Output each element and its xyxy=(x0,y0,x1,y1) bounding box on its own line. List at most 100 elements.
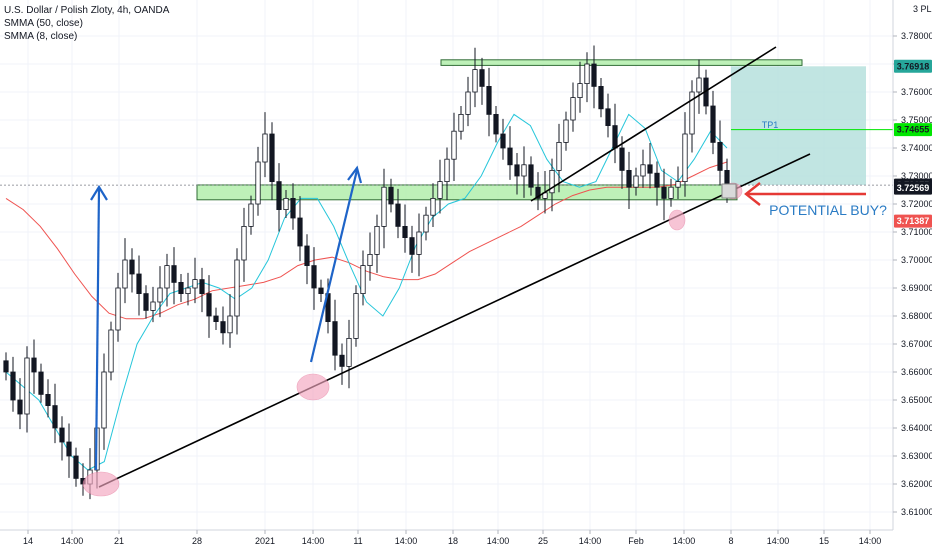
candle-body xyxy=(549,169,555,194)
candle-body xyxy=(500,133,506,149)
price-tag xyxy=(894,59,932,73)
candle-body xyxy=(38,371,44,395)
time-tick-label: 14:00 xyxy=(673,536,696,546)
candle-body xyxy=(171,265,177,283)
candle-body xyxy=(276,181,282,211)
indicator-smma50-label[interactable]: SMMA (50, close) xyxy=(4,18,83,29)
moving-averages xyxy=(5,113,728,471)
price-tick-label: 3.66000 xyxy=(901,367,932,377)
price-tick-label: 3.75000 xyxy=(901,115,932,125)
candle-body xyxy=(367,253,373,266)
time-tick-label: 11 xyxy=(353,536,362,546)
target-zone xyxy=(731,66,866,185)
candle-body xyxy=(591,63,597,87)
candle-body xyxy=(458,114,464,132)
candle-body xyxy=(10,371,16,401)
price-tick-label: 3.70000 xyxy=(901,255,932,265)
candle-body xyxy=(59,427,65,443)
candle-body xyxy=(430,197,436,216)
legend: U.S. Dollar / Polish Zloty, 4h, OANDA SM… xyxy=(4,4,169,43)
candle-body xyxy=(689,91,695,135)
candle-body xyxy=(605,108,611,127)
candle-body xyxy=(157,287,163,303)
candle-body xyxy=(178,281,184,294)
candle-body xyxy=(234,259,240,317)
candle-body xyxy=(647,164,653,174)
candle-body xyxy=(136,273,142,295)
highlight-ellipse xyxy=(82,471,120,497)
time-tick-label: 21 xyxy=(114,536,124,546)
time-tick-label: 14:00 xyxy=(767,536,790,546)
candle-body xyxy=(269,133,275,182)
candle-body xyxy=(199,279,205,295)
price-tick-label: 3.67000 xyxy=(901,339,932,349)
candle-body xyxy=(675,181,681,188)
candle-body xyxy=(507,147,513,166)
candle-body xyxy=(444,158,450,182)
symbol-title[interactable]: U.S. Dollar / Polish Zloty, 4h, OANDA xyxy=(4,5,170,16)
potential-buy-label: POTENTIAL BUY? xyxy=(769,202,887,218)
price-tick-label: 3.69000 xyxy=(901,283,932,293)
candle-body xyxy=(66,441,72,457)
price-tick-label: 3.61000 xyxy=(901,507,932,517)
candle-body xyxy=(598,86,604,110)
overlay-text: TP1 POTENTIAL BUY? xyxy=(762,120,887,218)
candle-body xyxy=(465,91,471,115)
candle-body xyxy=(388,186,394,205)
time-tick-label: Feb xyxy=(628,536,644,546)
tp1-label: TP1 xyxy=(762,120,779,130)
price-axis[interactable]: 3.780003.770003.760003.750003.740003.730… xyxy=(892,0,932,530)
candle-body xyxy=(409,237,415,255)
candle-body xyxy=(297,217,303,247)
candle-body xyxy=(255,161,261,205)
smma8-line xyxy=(5,113,728,471)
entry-marker xyxy=(721,183,737,199)
indicator-smma8-label[interactable]: SMMA (8, close) xyxy=(4,31,78,42)
impulse-arrow-2-head xyxy=(347,165,363,184)
candle-body xyxy=(570,97,576,121)
candle-body xyxy=(304,245,310,267)
time-axis[interactable]: 14 14:00 21 28 2021 14:00 11 14:00 18 14:00 25 14:0… xyxy=(0,529,893,546)
time-tick-label: 2021 xyxy=(255,536,275,546)
candle-body xyxy=(192,279,198,289)
candle-body xyxy=(283,197,289,210)
highlight-ellipse xyxy=(296,373,330,401)
candle-body xyxy=(213,315,219,322)
price-tag xyxy=(894,181,932,195)
time-tick-label: 14:00 xyxy=(487,536,510,546)
price-tick-label: 3.64000 xyxy=(901,423,932,433)
candle-body xyxy=(206,293,212,317)
candle-body xyxy=(619,147,625,171)
candle-body xyxy=(353,293,359,339)
candle-body xyxy=(724,169,730,185)
impulse-arrow-1-head xyxy=(90,184,108,201)
grid xyxy=(0,0,893,530)
candle-body xyxy=(115,287,121,331)
candle-body xyxy=(514,164,520,177)
candle-body xyxy=(710,105,716,143)
impulse-arrow-2 xyxy=(309,169,359,363)
candle-body xyxy=(241,225,247,261)
candle-body xyxy=(220,321,226,334)
candle-body xyxy=(332,321,338,356)
time-tick-label: 14:00 xyxy=(859,536,882,546)
candle-body xyxy=(556,141,562,171)
candle-body xyxy=(696,77,702,93)
price-tick-label: 3.72000 xyxy=(901,199,932,209)
price-tick-label: 3.65000 xyxy=(901,395,932,405)
candle-body xyxy=(3,360,9,373)
candle-body xyxy=(150,301,156,311)
time-tick-label: 18 xyxy=(448,536,458,546)
candle-body xyxy=(24,357,30,415)
candle-body xyxy=(486,86,492,115)
candle-body xyxy=(612,125,618,149)
time-tick-label: 28 xyxy=(192,536,202,546)
candle-body xyxy=(311,265,317,289)
candle-body xyxy=(584,63,590,85)
channel-upper-line xyxy=(530,46,777,202)
candle-body xyxy=(577,83,583,98)
candle-body xyxy=(521,164,527,177)
candle-body xyxy=(479,69,485,87)
